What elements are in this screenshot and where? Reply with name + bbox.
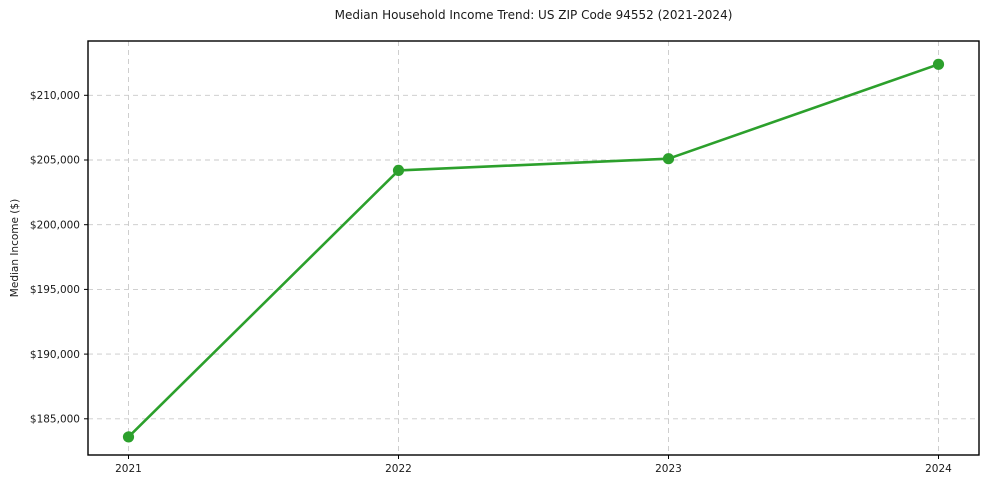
chart-title: Median Household Income Trend: US ZIP Co…	[334, 8, 733, 22]
data-point	[392, 164, 405, 176]
x-tick-label: 2023	[655, 463, 682, 475]
x-tick-label: 2022	[385, 463, 412, 475]
x-tick-label: 2021	[115, 463, 142, 475]
y-tick-label: $190,000	[30, 349, 80, 361]
y-tick-label: $200,000	[30, 219, 80, 231]
data-point	[122, 431, 135, 443]
data-point	[662, 153, 675, 165]
data-point	[932, 58, 945, 70]
income-trend-line	[127, 63, 940, 439]
x-tick-label: 2024	[925, 463, 952, 475]
y-tick-label: $210,000	[30, 90, 80, 102]
y-tick-label: $205,000	[30, 155, 80, 167]
y-tick-label: $185,000	[30, 414, 80, 426]
plot-border	[87, 40, 980, 456]
y-tick-label: $195,000	[30, 284, 80, 296]
